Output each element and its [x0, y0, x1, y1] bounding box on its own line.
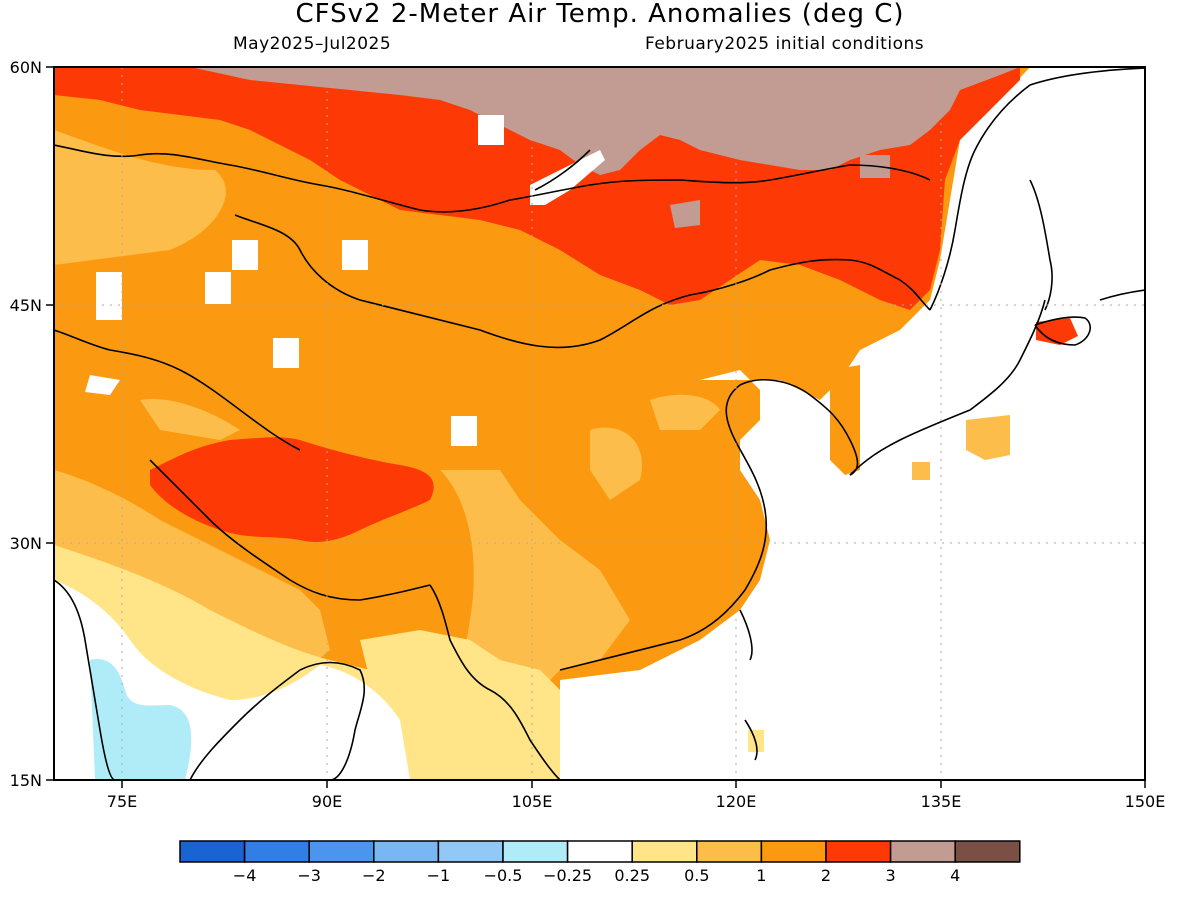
legend-swatch — [308, 840, 375, 863]
sakhalin-coast — [1029, 179, 1053, 311]
legend-swatch — [566, 840, 633, 863]
legend-label: 2 — [821, 866, 831, 885]
anomaly-region-05-1-tarim — [140, 399, 240, 440]
legend-swatch — [889, 840, 956, 863]
legend-swatch — [502, 840, 569, 863]
forecast-period: May2025–Jul2025 — [233, 34, 392, 54]
legend-label: −0.25 — [543, 866, 592, 885]
anomaly-region-japan — [966, 415, 1010, 460]
lake-mask — [232, 240, 258, 270]
lat-label-45n: 45N — [10, 296, 42, 315]
anomaly-region-3-4-baikal — [670, 200, 700, 228]
legend-swatch — [954, 840, 1021, 863]
legend-label: 4 — [950, 866, 960, 885]
lake-baikal-shore — [534, 149, 591, 191]
india-east-coast — [189, 669, 301, 780]
luzon-coast — [744, 719, 758, 761]
lake-mask — [342, 240, 368, 270]
anomaly-fill — [54, 67, 1145, 780]
color-legend: −4 −3 −2 −1 −0.5 −0.25 0.25 0.5 1 2 3 4 — [179, 840, 1021, 885]
central-asia-border — [54, 329, 301, 451]
lake-mask — [273, 338, 299, 368]
lon-label-90e: 90E — [312, 792, 342, 811]
indochina-border — [429, 584, 561, 780]
russia-border-line — [54, 144, 931, 213]
taiwan-coast — [739, 609, 753, 661]
lake-balkhash-mask — [96, 272, 122, 320]
himalaya-border — [149, 459, 431, 601]
anomaly-region-05-1-sichuan — [590, 427, 642, 500]
anomaly-region-2-3-hokkaido — [1036, 318, 1078, 345]
lat-label-15n: 15N — [10, 771, 42, 790]
legend-swatch — [179, 840, 246, 863]
legend-label: −2 — [362, 866, 386, 885]
lon-label-75e: 75E — [107, 792, 137, 811]
india-west-coast — [54, 579, 116, 780]
russian-far-east-coast — [929, 67, 1145, 311]
legend-label: −4 — [233, 866, 257, 885]
anomaly-region-05-1-china — [440, 470, 630, 690]
lat-label-60n: 60N — [10, 58, 42, 77]
anomaly-region-2-3-tibet — [150, 437, 434, 542]
legend-label: −0.5 — [484, 866, 523, 885]
legend-swatch — [437, 840, 504, 863]
china-coastline — [559, 379, 859, 671]
map-title: CFSv2 2-Meter Air Temp. Anomalies (deg C… — [295, 0, 905, 29]
legend-label: 3 — [886, 866, 896, 885]
anomaly-region-negative-india — [90, 659, 192, 780]
legend-label: −1 — [427, 866, 451, 885]
lon-label-150e: 150E — [1125, 792, 1166, 811]
initial-conditions: February2025 initial conditions — [645, 34, 925, 54]
japan-coast — [849, 299, 1046, 476]
legend-label: 0.5 — [684, 866, 709, 885]
map-frame — [53, 66, 1146, 781]
legend-swatch — [760, 840, 827, 863]
hokkaido-coast — [1034, 316, 1091, 346]
anomaly-region-3-4 — [190, 67, 1020, 175]
lake-issyk-kul-mask — [85, 375, 120, 395]
anomaly-region-japan-small — [912, 462, 930, 480]
lake-qinghai-mask — [451, 416, 477, 446]
anomaly-region-05-1-north — [54, 130, 226, 265]
lon-label-105e: 105E — [512, 792, 553, 811]
lake-mask — [478, 115, 504, 145]
lon-label-135e: 135E — [921, 792, 962, 811]
anomaly-region-025-05-indochina — [360, 630, 560, 780]
anomaly-region-korea — [830, 365, 860, 475]
kuril-coast — [1099, 289, 1145, 301]
mongolia-border — [234, 214, 931, 349]
legend-swatch — [696, 840, 763, 863]
legend-swatch — [243, 840, 310, 863]
legend-label: 1 — [756, 866, 766, 885]
lake-baikal-mask — [530, 150, 605, 205]
legend-swatch — [825, 840, 892, 863]
legend-label: −3 — [297, 866, 321, 885]
bay-of-bengal-coast — [299, 661, 366, 780]
legend-label: 0.25 — [614, 866, 650, 885]
lat-label-30n: 30N — [10, 534, 42, 553]
tick-marks — [46, 66, 1146, 788]
legend-swatch — [631, 840, 698, 863]
graticule — [54, 67, 1145, 780]
lake-mask — [205, 272, 231, 304]
anomaly-region-05-1-north-china — [650, 394, 720, 430]
lon-label-120e: 120E — [716, 792, 757, 811]
coastlines-borders — [54, 67, 1145, 780]
legend-swatch — [373, 840, 440, 863]
